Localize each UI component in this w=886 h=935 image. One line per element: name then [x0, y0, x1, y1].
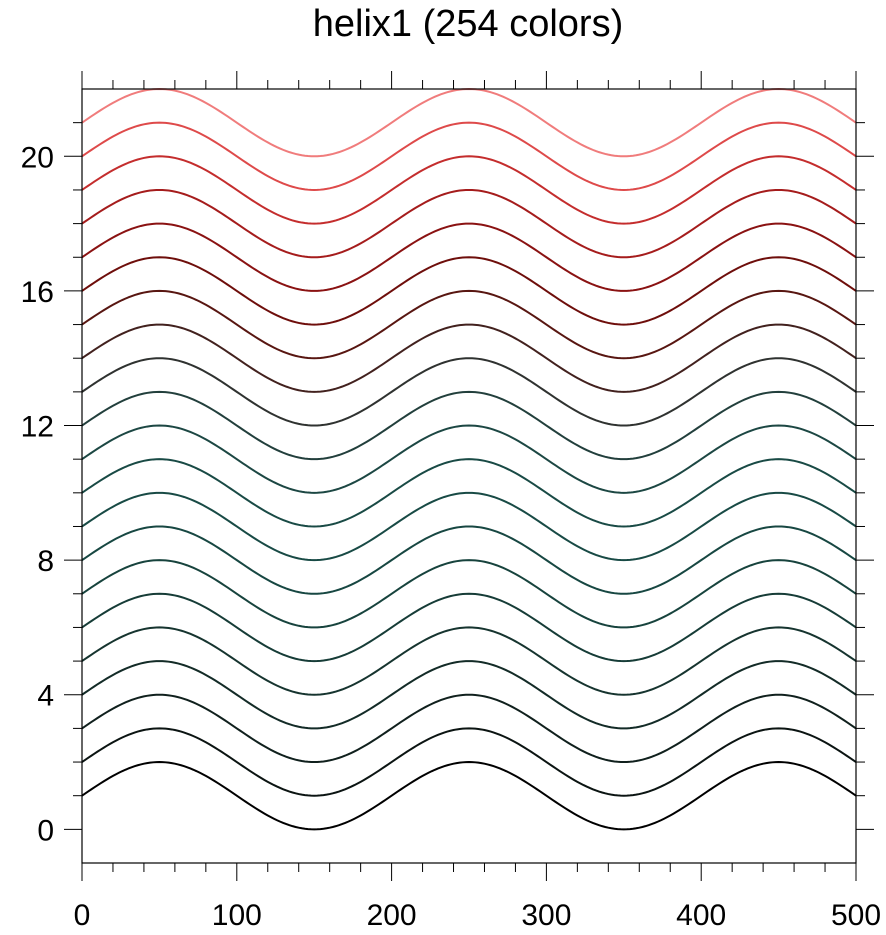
series-group [81, 87, 857, 831]
series-line-15 [81, 289, 857, 360]
series-line-8 [81, 525, 857, 595]
series-line-5 [81, 626, 857, 696]
series-line-11 [81, 424, 857, 494]
x-tick-label: 200 [367, 899, 417, 932]
series-line-1 [81, 761, 857, 831]
x-tick-label: 500 [831, 899, 881, 932]
series-line-19 [81, 155, 857, 225]
plot-frame [81, 88, 857, 864]
y-tick-label: 0 [37, 814, 54, 847]
x-tick-label: 400 [676, 899, 726, 932]
y-tick-label: 8 [37, 545, 54, 578]
series-line-4 [81, 660, 857, 730]
series-line-20 [81, 121, 857, 191]
series-line-18 [81, 188, 857, 259]
x-tick-label: 0 [74, 899, 91, 932]
series-line-14 [81, 323, 857, 393]
series-line-16 [81, 256, 857, 326]
tick-labels-group: 0 100 200 300 400 500 0 4 8 12 16 20 [21, 141, 881, 932]
y-tick-label: 4 [37, 680, 54, 713]
series-line-6 [81, 592, 857, 663]
series-line-3 [81, 693, 857, 764]
x-tick-label: 100 [212, 899, 262, 932]
series-line-12 [81, 390, 857, 461]
y-tick-label: 20 [21, 141, 54, 174]
series-line-2 [81, 727, 857, 797]
chart-title: helix1 (254 colors) [313, 3, 623, 45]
axes-group [64, 71, 874, 881]
series-line-7 [81, 559, 857, 629]
series-line-10 [81, 458, 857, 528]
series-line-17 [81, 222, 857, 292]
x-tick-label: 300 [521, 899, 571, 932]
series-line-13 [81, 357, 857, 427]
series-line-9 [81, 491, 857, 562]
y-tick-label: 16 [21, 276, 54, 309]
y-tick-label: 12 [21, 411, 54, 444]
